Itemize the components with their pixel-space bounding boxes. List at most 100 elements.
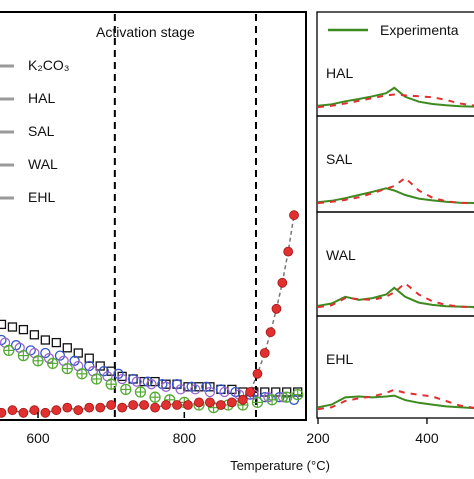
data-point [237,394,248,405]
data-point [116,373,128,385]
data-point [134,386,147,398]
data-point [172,400,182,410]
data-point [40,335,50,345]
data-point [32,355,44,367]
data-point [17,349,30,362]
data-point [3,344,15,357]
legend-label-3: SAL [28,123,55,139]
data-point [161,400,171,410]
data-point [105,378,117,390]
data-point [120,383,132,396]
data-point [73,405,84,416]
panel-label-hal: HAL [326,65,353,81]
x-tick-label: 800 [173,430,197,446]
data-point [146,379,157,390]
data-point [265,327,276,338]
dashed-curve-ehl [317,388,474,411]
data-point [226,397,237,408]
data-point [131,376,142,387]
data-point [205,382,215,392]
data-point [190,384,201,395]
data-point [54,350,66,361]
data-point [61,362,73,375]
data-point [215,400,226,410]
data-point [7,322,18,332]
series-5 [0,210,299,418]
data-point [263,392,274,403]
data-point [194,397,204,408]
data-point [84,360,95,372]
data-point [251,396,264,409]
legend-label-4: WAL [28,156,58,172]
data-point [18,407,29,418]
x-tick-label: 600 [26,430,50,446]
data-point [90,373,103,385]
data-point [289,210,299,221]
data-point [252,368,263,379]
right-x-tick-label: 400 [415,430,439,446]
data-point [201,381,212,392]
experimental-curve-sal [317,187,474,205]
data-point [40,347,51,359]
data-point [62,402,73,413]
dashed-curve-hal [317,93,474,109]
data-point [266,394,278,406]
data-point [98,366,110,377]
experimental-curve-wal [317,286,474,309]
data-point [149,391,161,403]
data-point [245,387,256,397]
data-point [219,386,230,398]
data-point [277,277,288,288]
panel-label-ehl: EHL [326,351,353,367]
data-point [260,387,270,397]
data-point [106,400,117,410]
data-point [271,303,282,314]
experimental-curve-hal [317,86,474,108]
data-point [73,348,83,358]
data-point [95,402,106,413]
data-point [281,391,293,403]
data-point [113,368,124,379]
data-point [69,355,80,366]
right-panel-frame-ehl [316,315,474,419]
data-point [84,353,94,363]
data-point [51,337,61,348]
data-point [62,343,72,353]
right-panel-frame-wal [316,211,474,317]
data-point [175,384,186,395]
left-plot-frame [0,11,307,421]
activation-stage-label: Activation stage [96,24,195,40]
data-point [76,368,88,380]
data-point [139,400,149,410]
legend-label-experimental: Experimenta [380,22,459,38]
data-point [205,397,215,408]
data-point [29,330,40,340]
data-point [292,388,304,401]
data-point [7,405,18,416]
data-point [40,407,51,418]
data-point [128,400,139,410]
legend-label-5: EHL [28,189,55,205]
legend-label-1: K₂CO₃ [28,57,69,73]
data-point [160,381,172,392]
data-point [259,392,270,403]
legend-label-2: HAL [28,90,55,106]
data-point [117,402,128,413]
data-point [84,402,95,413]
data-point [171,379,183,390]
x-axis-label: Temperature (°C) [230,458,330,473]
data-point [0,319,7,330]
dashed-curve-wal [317,282,474,309]
data-point [95,361,105,371]
right-x-tick-label: 200 [306,430,330,446]
data-point [150,402,160,413]
data-point [283,246,294,257]
data-point [0,407,7,418]
data-point [204,386,216,398]
data-point [194,382,204,392]
data-point [51,405,62,416]
experimental-curve-ehl [317,394,474,410]
dashed-curve-sal [317,176,474,205]
